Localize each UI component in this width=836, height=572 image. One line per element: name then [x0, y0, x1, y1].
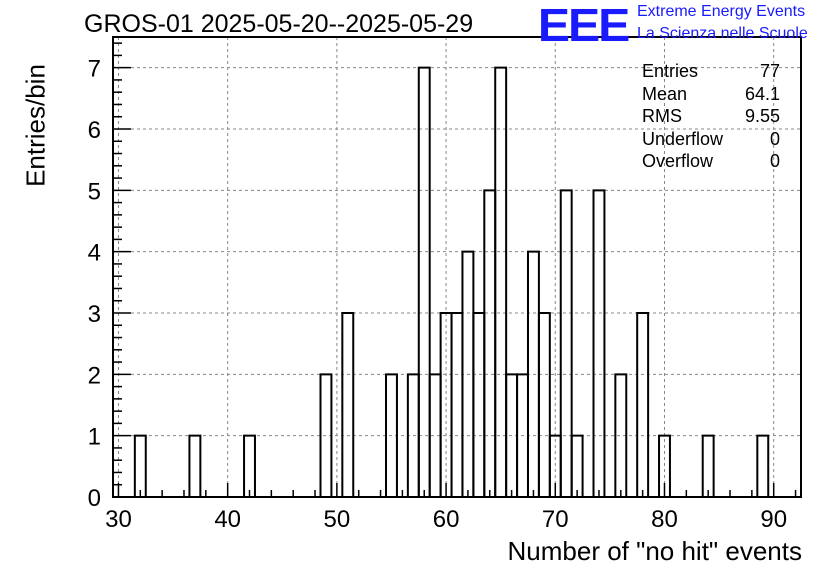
y-tick-label: 5	[88, 178, 101, 205]
y-tick-label: 3	[88, 301, 101, 328]
histogram-bar	[756, 434, 770, 497]
histogram-bar	[494, 66, 508, 497]
stat-row-entries: Entries 77	[642, 60, 780, 83]
y-tick-label: 1	[88, 424, 101, 451]
histogram-bar	[385, 373, 398, 497]
stat-row-rms: RMS 9.55	[642, 105, 780, 128]
x-axis-label: Number of "no hit" events	[507, 536, 803, 566]
stat-value: 0	[769, 128, 780, 149]
stat-row-underflow: Underflow 0	[642, 128, 780, 151]
histogram-bar	[559, 189, 573, 497]
histogram-bar	[472, 312, 486, 497]
x-tick-label: 70	[542, 506, 569, 533]
x-tick-label: 50	[324, 506, 351, 533]
histogram-bar	[701, 434, 715, 497]
histogram-bar	[658, 434, 671, 497]
histogram-bar	[570, 434, 584, 497]
stat-value: 64.1	[744, 83, 780, 104]
histogram-bar	[483, 189, 497, 497]
y-tick-label: 7	[88, 56, 101, 83]
x-tick-label: 30	[105, 506, 132, 533]
y-tick-label: 6	[88, 117, 101, 144]
stats-box: Entries 77 Mean 64.1 RMS 9.55 Underflow …	[642, 60, 780, 173]
x-tick-label: 80	[651, 506, 678, 533]
stat-label: Overflow	[642, 151, 714, 171]
y-tick-label: 2	[88, 362, 101, 389]
histogram-bar	[450, 312, 464, 497]
histogram-bar	[188, 434, 202, 497]
plot-frame	[112, 36, 802, 498]
stat-value: 77	[759, 61, 780, 81]
stat-row-mean: Mean 64.1	[642, 83, 780, 106]
logo-line-1: Extreme Energy Events	[637, 3, 806, 20]
histogram-bar	[537, 312, 551, 497]
histogram-bar	[592, 189, 606, 497]
y-tick-label: 0	[88, 485, 101, 512]
histogram-bar	[417, 66, 431, 497]
histogram-bar	[133, 434, 147, 497]
x-tick-label: 60	[433, 506, 460, 533]
logo-line-2: La Scienza nelle Scuole	[637, 25, 808, 42]
stat-value: 9.55	[744, 106, 780, 126]
x-tick-label: 90	[760, 506, 787, 533]
histogram-bar	[319, 373, 333, 497]
stat-label: Underflow	[642, 128, 724, 149]
stat-label: Mean	[642, 83, 688, 104]
histogram-bar	[341, 312, 355, 497]
histogram-bar	[614, 373, 628, 497]
histogram-bar	[243, 434, 256, 497]
chart-title: GROS-01 2025-05-20--2025-05-29	[84, 10, 474, 38]
stat-label: Entries	[642, 61, 699, 81]
eee-logo: EEE	[537, 0, 630, 51]
histogram-bar	[636, 312, 650, 497]
y-tick-label: 4	[88, 240, 101, 267]
stat-label: RMS	[642, 106, 682, 126]
x-tick-label: 40	[214, 506, 241, 533]
stat-row-overflow: Overflow 0	[642, 150, 780, 173]
y-axis-label: Entries/bin	[20, 64, 51, 187]
stat-value: 0	[769, 151, 780, 171]
